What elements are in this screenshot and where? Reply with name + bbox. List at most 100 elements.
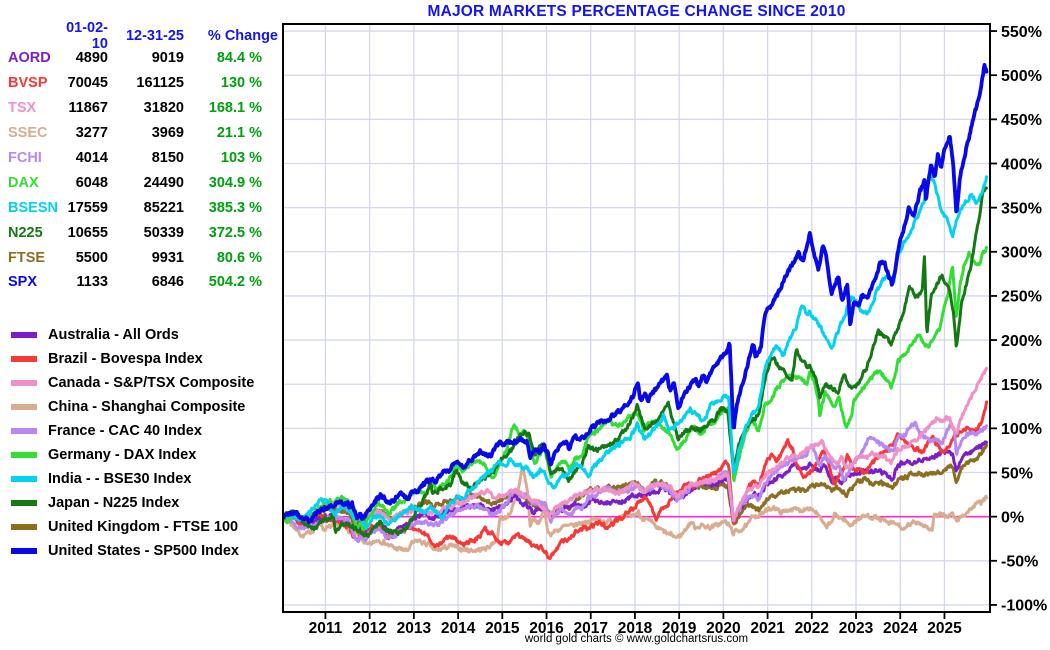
legend-label: Japan - N225 Index [48, 495, 180, 511]
start-value: 4890 [75, 50, 108, 67]
end-value: 9019 [151, 50, 184, 67]
y-axis-label: 550% [1001, 24, 1042, 41]
stats-row-fchi: FCHI 4014 8150 103 % [6, 146, 278, 171]
y-axis-label: 500% [1001, 68, 1042, 85]
legend-swatch-icon [11, 428, 37, 434]
y-axis-label: -50% [1001, 554, 1038, 571]
stats-row-dax: DAX 6048 24490 304.9 % [6, 170, 278, 195]
legend-item-bsesn: India - - BSE30 Index [11, 467, 254, 491]
ticker-label: BSESN [8, 199, 58, 216]
ticker-label: AORD [8, 50, 51, 67]
y-axis-label: 50% [1001, 465, 1033, 482]
end-value: 6846 [151, 274, 184, 291]
legend-item-fchi: France - CAC 40 Index [11, 419, 254, 443]
stats-row-aord: AORD 4890 9019 84.4 % [6, 46, 278, 71]
y-axis-label: 400% [1001, 156, 1042, 173]
legend-item-aord: Australia - All Ords [11, 323, 254, 347]
stats-row-bvsp: BVSP 70045 161125 130 % [6, 71, 278, 96]
series-line-ssec [283, 465, 988, 554]
pct-change-value: 21.1 % [216, 125, 262, 142]
pct-change-value: 84.4 % [216, 50, 262, 67]
legend-swatch-icon [11, 452, 37, 458]
x-axis-label: 2014 [441, 620, 476, 637]
page-title: MAJOR MARKETS PERCENTAGE CHANGE SINCE 20… [427, 3, 846, 20]
ticker-label: BVSP [8, 75, 48, 92]
legend-swatch-icon [11, 476, 37, 482]
x-axis-label: 2013 [397, 620, 432, 637]
x-axis-label: 2012 [352, 620, 386, 637]
y-axis-label: 300% [1001, 245, 1042, 262]
ticker-label: DAX [8, 174, 39, 191]
pct-change-value: 385.3 % [208, 199, 262, 216]
end-value: 24490 [143, 174, 184, 191]
start-value: 3277 [75, 125, 108, 142]
end-value: 85221 [143, 199, 184, 216]
y-axis-label: -100% [1001, 598, 1047, 615]
x-axis-label: 2015 [485, 620, 520, 637]
end-value: 31820 [143, 100, 184, 117]
x-axis-label: 2016 [529, 620, 564, 637]
pct-change-value: 80.6 % [216, 249, 262, 266]
legend-label: China - Shanghai Composite [48, 399, 246, 415]
legend-swatch-icon [11, 356, 37, 362]
series-line-aord [283, 440, 988, 536]
stats-table-header: 01-02-10 12-31-25 % Change [6, 20, 278, 52]
y-axis-label: 450% [1001, 112, 1042, 129]
stats-header-pct-change: % Change [207, 28, 278, 44]
x-axis-label: 2023 [839, 620, 874, 637]
ticker-label: N225 [8, 224, 43, 241]
legend-item-spx: United States - SP500 Index [11, 539, 254, 563]
stats-row-ssec: SSEC 3277 3969 21.1 % [6, 121, 278, 146]
end-value: 9931 [151, 249, 184, 266]
series-line-tsx [283, 366, 988, 522]
stats-header-end-date: 12-31-25 [125, 28, 184, 44]
series-line-n225 [283, 186, 988, 538]
legend: Australia - All Ords Brazil - Bovespa Ind… [11, 323, 254, 563]
y-axis-label: 100% [1001, 421, 1042, 438]
x-axis-label: 2017 [573, 620, 607, 637]
pct-change-value: 372.5 % [208, 224, 262, 241]
stats-row-n225: N225 10655 50339 372.5 % [6, 220, 278, 245]
y-axis-label: 350% [1001, 200, 1042, 217]
stats-row-ftse: FTSE 5500 9931 80.6 % [6, 245, 278, 270]
x-axis-label: 2024 [883, 620, 918, 637]
footer-attribution: world gold charts © www.goldchartsrus.co… [524, 633, 749, 645]
x-axis-label: 2011 [309, 620, 343, 637]
ticker-label: SSEC [8, 125, 48, 142]
legend-swatch-icon [11, 500, 37, 506]
start-value: 11867 [68, 100, 108, 117]
plot-border [282, 23, 991, 613]
legend-item-ssec: China - Shanghai Composite [11, 395, 254, 419]
legend-swatch-icon [11, 524, 37, 530]
ticker-label: FCHI [8, 150, 42, 166]
x-axis-label: 2021 [750, 620, 785, 637]
x-axis-label: 2019 [662, 620, 697, 637]
pct-change-value: 103 % [220, 150, 262, 166]
y-axis-label: 250% [1001, 289, 1042, 306]
series-line-spx [283, 63, 989, 525]
legend-item-bvsp: Brazil - Bovespa Index [11, 347, 254, 371]
legend-item-ftse: United Kingdom - FTSE 100 [11, 515, 254, 539]
x-axis-label: 2025 [927, 620, 962, 637]
x-axis-label: 2022 [795, 620, 829, 637]
legend-label: Canada - S&P/TSX Composite [48, 375, 255, 391]
start-value: 10655 [67, 224, 108, 241]
start-value: 1133 [76, 274, 108, 291]
stats-table: 01-02-10 12-31-25 % Change AORD 4890 9019 8… [6, 20, 278, 295]
legend-swatch-icon [11, 548, 37, 554]
legend-item-dax: Germany - DAX Index [11, 443, 254, 467]
legend-item-n225: Japan - N225 Index [11, 491, 254, 515]
start-value: 4014 [75, 150, 108, 166]
stats-row-tsx: TSX 11867 31820 168.1 % [6, 96, 278, 121]
end-value: 50339 [143, 224, 184, 241]
x-axis-label: 2018 [618, 620, 653, 637]
legend-label: United Kingdom - FTSE 100 [48, 519, 239, 535]
pct-change-value: 130 % [220, 75, 262, 92]
stats-row-spx: SPX 1133 6846 504.2 % [6, 270, 278, 295]
legend-label: United States - SP500 Index [48, 543, 239, 559]
ticker-label: FTSE [8, 249, 46, 266]
end-value: 161125 [136, 75, 184, 92]
legend-label: Germany - DAX Index [48, 447, 197, 463]
pct-change-value: 504.2 % [208, 274, 262, 291]
